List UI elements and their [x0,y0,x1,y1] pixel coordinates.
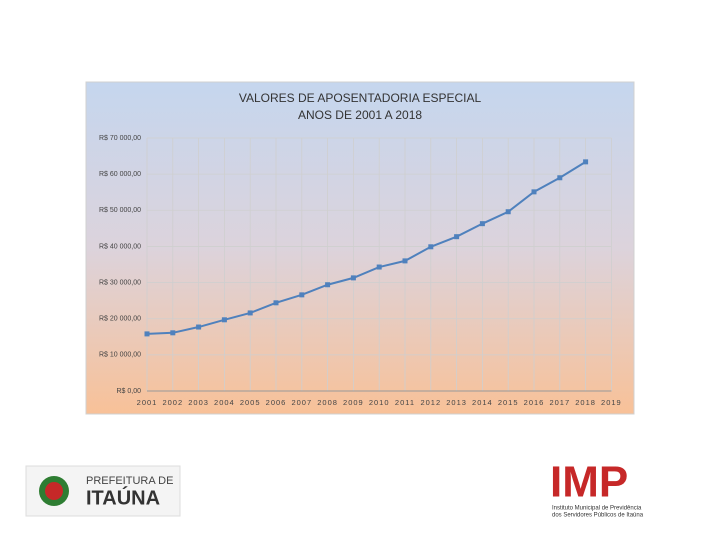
x-tick-label: 2010 [369,398,390,407]
logo-text: PREFEITURA DE [86,475,173,487]
emblem-center [45,482,63,500]
y-tick-label: R$ 10 000,00 [99,352,141,359]
point [505,209,511,215]
chart-title: VALORES DE APOSENTADORIA ESPECIAL [239,91,482,105]
y-tick-label: R$ 20 000,00 [99,316,141,323]
point [221,317,227,323]
x-tick-label: 2018 [575,398,596,407]
y-tick-label: R$ 40 000,00 [99,243,141,250]
x-tick-label: 2003 [188,398,209,407]
y-tick-label: R$ 30 000,00 [99,279,141,286]
chart-subtitle: ANOS DE 2001 A 2018 [298,108,422,122]
logo-right: IMP Instituto Municipal de Previdência d… [550,458,644,519]
x-tick-label: 2012 [420,398,441,407]
point [583,159,589,165]
point [376,264,382,270]
x-tick-label: 2016 [524,398,545,407]
x-tick-label: 2006 [266,398,287,407]
x-tick-label: 2015 [498,398,519,407]
logo-text: ITAÚNA [86,485,160,509]
y-tick-label: R$ 60 000,00 [99,171,141,178]
x-tick-label: 2002 [162,398,183,407]
x-tick-label: 2008 [317,398,338,407]
logo-mark: IMP [550,458,628,507]
point [350,275,356,281]
point [479,221,485,227]
x-tick-label: 2009 [343,398,364,407]
x-tick-label: 2005 [240,398,261,407]
y-tick-label: R$ 50 000,00 [99,207,141,214]
x-tick-label: 2014 [472,398,493,407]
point [196,324,202,330]
logo-text: dos Servidores Públicos de Itaúna [552,513,644,519]
point [531,189,537,195]
point [402,258,408,264]
plot: R$ 0,00 R$ 10 000,00 R$ 20 000,00 R$ 30 000… [99,135,622,407]
x-tick-label: 2017 [549,398,570,407]
chart-area [85,81,635,415]
point [247,310,253,316]
point [170,330,176,336]
x-tick-label: 2004 [214,398,235,407]
x-tick-label: 2019 [601,398,622,407]
point [325,282,331,288]
y-tick-label: R$ 70 000,00 [99,135,141,142]
line [146,161,587,335]
point [299,292,305,298]
x-tick-label: 2007 [291,398,312,407]
point [454,234,460,240]
point [144,331,150,337]
point [273,300,279,306]
logo-left: PREFEITURA DE ITAÚNA [25,465,181,517]
point [428,244,434,250]
point [557,175,563,181]
x-tick-label: 2001 [137,398,158,407]
x-tick-label: 2011 [395,398,415,407]
x-tick-label: 2013 [446,398,467,407]
logo-text: Instituto Municipal de Previdência [552,506,642,512]
y-tick-label: R$ 0,00 [116,388,141,395]
